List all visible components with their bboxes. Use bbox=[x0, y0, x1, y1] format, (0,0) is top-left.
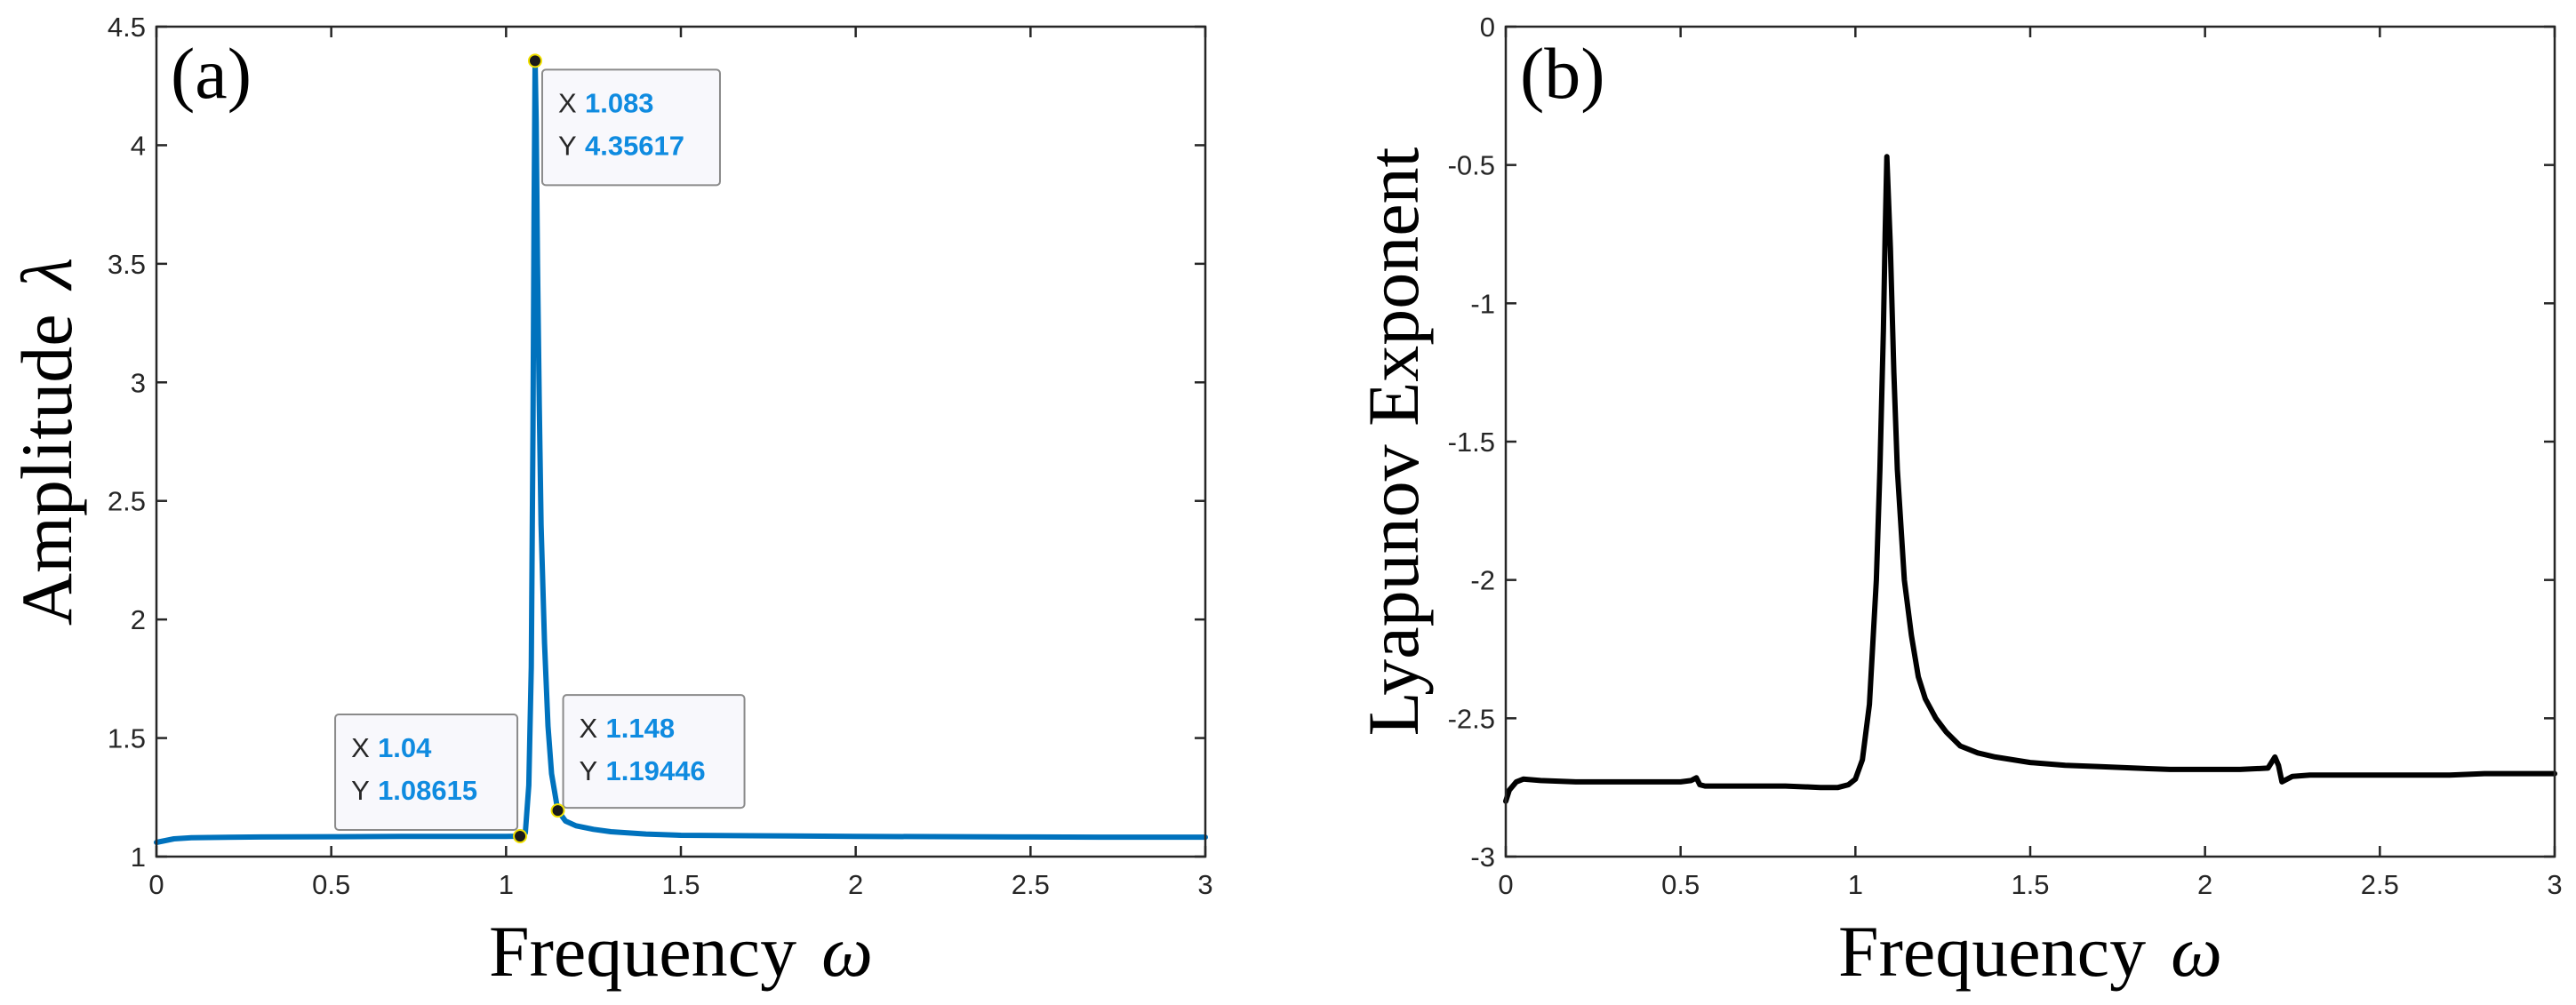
x-tick-label: 2 bbox=[2197, 869, 2212, 900]
series-a bbox=[154, 58, 1208, 845]
x-tick-label: 3 bbox=[1197, 869, 1212, 900]
datatip-x-key: X bbox=[351, 732, 370, 763]
axes-box-a bbox=[155, 25, 1207, 858]
datatip-box bbox=[540, 68, 721, 187]
datatip-marker[interactable] bbox=[527, 53, 542, 68]
datatips-a: X 1.083 Y 4.35617 X 1.04 Y 1.08615 X 1.148 Y 1.1944… bbox=[334, 53, 746, 844]
series-line-a-0 bbox=[154, 58, 1208, 845]
datatip-y-key: Y bbox=[580, 755, 598, 786]
x-ticks-b: 0 0.5 1 1.5 2 2.5 3 bbox=[1498, 27, 2563, 900]
datatip-box bbox=[334, 714, 519, 832]
plot-area-b bbox=[1506, 27, 2555, 857]
x-tick-label: 1.5 bbox=[661, 869, 700, 900]
panel-b: 0 0.5 1 1.5 2 2.5 3 -3 -2.5 -2 -1.5 -1 -0.5 0 (b) Fr… bbox=[1353, 12, 2563, 992]
panel-label-b: (b) bbox=[1520, 33, 1605, 114]
datatip-x-key: X bbox=[580, 713, 598, 744]
datatip-x-value: 1.04 bbox=[378, 732, 432, 763]
datatip-y-value: 1.08615 bbox=[378, 775, 477, 806]
datatip-0[interactable]: X 1.083 Y 4.35617 bbox=[527, 53, 721, 187]
y-tick-label: 1 bbox=[131, 841, 146, 873]
y-tick-label: 3.5 bbox=[108, 249, 146, 280]
datatip-y-value: 4.35617 bbox=[585, 130, 684, 161]
y-tick-label: 4.5 bbox=[108, 12, 146, 43]
y-axis-title-a: Amplitude λ bbox=[6, 258, 87, 626]
series-line-b-0 bbox=[1503, 154, 2557, 804]
y-axis-symbol-a: λ bbox=[6, 258, 87, 291]
y-tick-label: 3 bbox=[131, 367, 146, 398]
y-axis-title-text-a: Amplitude bbox=[6, 314, 87, 626]
y-tick-label: -0.5 bbox=[1448, 150, 1495, 181]
x-tick-label: 0.5 bbox=[1661, 869, 1700, 900]
y-tick-label: -2 bbox=[1470, 565, 1495, 596]
y-tick-label: -1.5 bbox=[1448, 427, 1495, 458]
x-tick-label: 0.5 bbox=[312, 869, 350, 900]
series-b bbox=[1503, 154, 2557, 804]
x-tick-label: 3 bbox=[2547, 869, 2562, 900]
y-tick-label: 2.5 bbox=[108, 486, 146, 517]
datatip-box bbox=[562, 694, 746, 810]
datatip-1[interactable]: X 1.04 Y 1.08615 bbox=[334, 714, 528, 844]
x-axis-title-a: Frequency ω bbox=[489, 911, 873, 992]
datatip-marker[interactable] bbox=[550, 803, 565, 818]
x-tick-label: 0 bbox=[148, 869, 164, 900]
y-tick-label: -3 bbox=[1470, 841, 1495, 873]
x-tick-label: 2.5 bbox=[1012, 869, 1050, 900]
x-tick-label: 2 bbox=[848, 869, 863, 900]
x-tick-label: 1.5 bbox=[2011, 869, 2049, 900]
axes-box-b bbox=[1504, 25, 2556, 858]
y-tick-label: 1.5 bbox=[108, 723, 146, 754]
datatip-y-value: 1.19446 bbox=[606, 755, 706, 786]
y-axis-title-b: Lyapunov Exponent bbox=[1353, 147, 1434, 736]
datatip-x-value: 1.148 bbox=[606, 713, 676, 744]
x-axis-title-text-b: Frequency bbox=[1838, 911, 2146, 992]
datatip-x-value: 1.083 bbox=[585, 87, 654, 118]
datatip-y-key: Y bbox=[351, 775, 370, 806]
x-ticks-a: 0 0.5 1 1.5 2 2.5 3 bbox=[148, 27, 1213, 900]
y-tick-label: 2 bbox=[131, 604, 146, 635]
x-tick-label: 1 bbox=[1848, 869, 1863, 900]
y-tick-label: 0 bbox=[1480, 12, 1495, 43]
x-axis-title-text-a: Frequency bbox=[489, 911, 796, 992]
y-tick-label: 4 bbox=[131, 130, 146, 161]
panel-a: 0 0.5 1 1.5 2 2.5 3 1 1.5 2 2.5 3 3.5 4 4.5 X 1.083 Y 4.… bbox=[6, 12, 1213, 992]
datatip-x-key: X bbox=[558, 87, 577, 118]
datatip-y-key: Y bbox=[558, 130, 577, 161]
x-axis-title-b: Frequency ω bbox=[1838, 911, 2222, 992]
x-tick-label: 1 bbox=[499, 869, 514, 900]
y-tick-label: -1 bbox=[1470, 288, 1495, 319]
y-ticks-a: 1 1.5 2 2.5 3 3.5 4 4.5 bbox=[108, 12, 1205, 873]
panel-label-a: (a) bbox=[171, 33, 252, 114]
x-tick-label: 0 bbox=[1498, 869, 1513, 900]
datatip-marker[interactable] bbox=[513, 829, 528, 844]
x-tick-label: 2.5 bbox=[2361, 869, 2399, 900]
datatip-2[interactable]: X 1.148 Y 1.19446 bbox=[550, 694, 746, 818]
x-axis-symbol-a: ω bbox=[821, 911, 873, 992]
y-tick-label: -2.5 bbox=[1448, 703, 1495, 734]
x-axis-symbol-b: ω bbox=[2171, 911, 2222, 992]
